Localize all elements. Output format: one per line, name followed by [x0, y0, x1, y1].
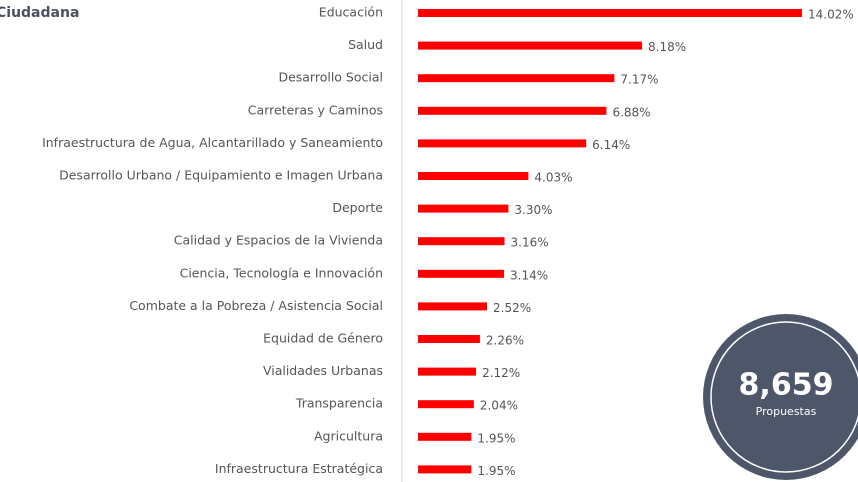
value-label: 4.03% [534, 171, 572, 185]
category-label: Desarrollo Social [278, 70, 383, 85]
category-label: Calidad y Espacios de la Vivienda [174, 233, 383, 248]
category-label: Infraestructura de Agua, Alcantarillado … [42, 135, 383, 150]
category-label: Ciencia, Tecnología e Innovación [180, 265, 383, 280]
value-label: 1.95% [477, 464, 515, 478]
bar [418, 269, 505, 278]
value-label: 2.12% [482, 366, 520, 380]
bar [418, 237, 505, 246]
value-label: 3.30% [514, 203, 552, 217]
value-label: 6.88% [612, 105, 650, 119]
value-label: 3.14% [510, 268, 548, 282]
bar [418, 432, 472, 441]
category-label: Transparencia [295, 396, 383, 411]
bar [418, 139, 587, 148]
value-label: 6.14% [592, 138, 630, 152]
badge-value: 8,659 [739, 368, 834, 403]
category-label: Desarrollo Urbano / Equipamiento e Image… [59, 168, 383, 183]
bar [418, 367, 477, 376]
bar [418, 9, 802, 17]
category-label: Agricultura [314, 428, 383, 443]
value-label: 2.26% [486, 334, 524, 348]
value-label: 14.02% [808, 8, 854, 22]
category-label: Salud [348, 37, 383, 52]
bar [418, 172, 529, 180]
value-label: 2.04% [480, 399, 518, 413]
chart-title: Ciudadana [0, 5, 79, 21]
category-label: Deporte [332, 200, 383, 215]
badge-circle [703, 314, 858, 480]
value-label: 7.17% [620, 73, 658, 87]
category-label: Infraestructura Estratégica [215, 461, 383, 476]
bar [418, 302, 488, 311]
bar [418, 204, 509, 213]
badge-label: Propuestas [756, 405, 817, 418]
bar [418, 400, 474, 409]
value-label: 8.18% [648, 40, 686, 54]
badge: 8,659 Propuestas [703, 314, 858, 480]
category-label: Educación [319, 5, 383, 20]
value-label: 1.95% [477, 431, 515, 445]
bar [418, 465, 472, 474]
bar [418, 41, 643, 50]
bar [418, 74, 615, 83]
category-label: Vialidades Urbanas [263, 363, 383, 378]
badge-ring [710, 321, 858, 473]
category-label: Equidad de Género [263, 331, 383, 346]
category-label: Combate a la Pobreza / Asistencia Social [129, 298, 383, 313]
category-label: Carreteras y Caminos [248, 102, 383, 117]
bar [418, 106, 607, 115]
bar [418, 335, 480, 343]
value-label: 2.52% [493, 301, 531, 315]
value-label: 3.16% [511, 236, 549, 250]
